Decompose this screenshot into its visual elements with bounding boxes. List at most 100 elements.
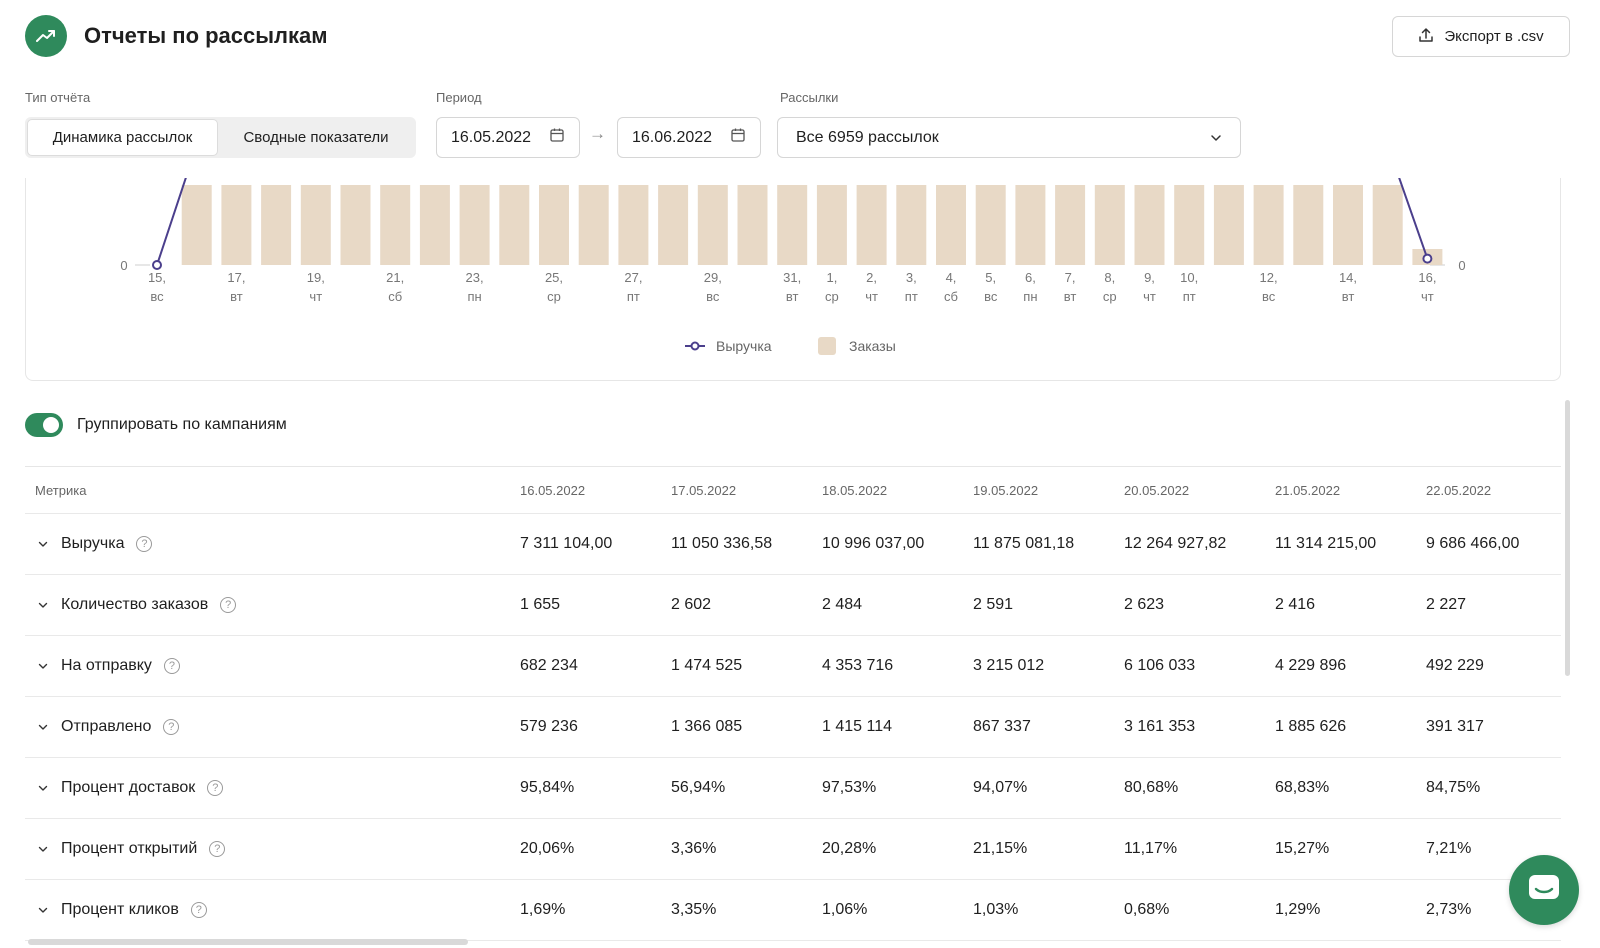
order-bar (419, 185, 450, 265)
x-tick-weekday-label: пн (1023, 289, 1037, 304)
value-cell: 1,06% (822, 901, 868, 918)
chevron-down-icon[interactable] (35, 541, 51, 548)
tab-dynamics[interactable]: Динамика рассылок (27, 119, 218, 156)
x-tick-day-label: 9, (1144, 270, 1155, 285)
x-tick-day-label: 12, (1260, 270, 1278, 285)
metric-name: Отправлено (61, 718, 152, 735)
table-row[interactable]: Выручка? 7 311 104,00 11 050 336,58 10 996 … (25, 514, 1561, 575)
date-to-input[interactable]: 16.06.2022 (617, 117, 761, 158)
x-tick-weekday-label: ср (547, 289, 561, 304)
value-cell: 2 227 (1426, 596, 1467, 613)
order-bar (181, 185, 212, 265)
help-icon[interactable]: ? (190, 902, 207, 918)
order-bar (697, 185, 728, 265)
tab-summary[interactable]: Сводные показатели (243, 129, 389, 146)
value-cell: 15,27% (1275, 840, 1330, 857)
arrow-right-icon: → (589, 124, 606, 143)
date-column-header: 21.05.2022 (1275, 482, 1341, 498)
trend-up-icon (25, 15, 67, 57)
chat-button[interactable] (1509, 855, 1579, 925)
table-row[interactable]: Процент открытий? 20,06% 3,36% 20,28% 21,15%… (25, 819, 1561, 880)
export-label: Экспорт в .csv (1444, 28, 1544, 45)
value-cell: 3,36% (671, 840, 717, 857)
chevron-down-icon[interactable] (35, 785, 51, 792)
order-bar (618, 185, 649, 265)
table-row[interactable]: Процент доставок? 95,84% 56,94% 97,53% 94,07… (25, 758, 1561, 819)
order-bar (1372, 185, 1403, 265)
vertical-scrollbar[interactable] (1565, 400, 1570, 676)
value-cell: 95,84% (520, 779, 575, 796)
value-cell: 1 885 626 (1275, 718, 1347, 735)
value-cell: 3 161 353 (1124, 718, 1196, 735)
value-cell: 1 474 525 (671, 657, 743, 674)
date-from-value: 16.05.2022 (451, 128, 532, 146)
page-header: Отчеты по рассылкам (25, 14, 328, 58)
help-icon[interactable]: ? (163, 658, 180, 674)
x-tick-day-label: 4, (946, 270, 957, 285)
date-column-header: 19.05.2022 (973, 482, 1039, 498)
chevron-down-icon[interactable] (35, 663, 51, 670)
value-cell: 4 229 896 (1275, 657, 1347, 674)
table-row[interactable]: Процент кликов? 1,69% 3,35% 1,06% 1,03% 0,68%… (25, 880, 1561, 941)
x-tick-weekday-label: пт (905, 289, 918, 304)
x-tick-day-label: 15, (148, 270, 166, 285)
order-bar (1015, 185, 1046, 265)
horizontal-scrollbar[interactable] (28, 939, 468, 945)
value-cell: 7 311 104,00 (520, 535, 613, 552)
x-tick-day-label: 3, (906, 270, 917, 285)
value-cell: 682 234 (520, 657, 578, 674)
x-tick-day-label: 2, (866, 270, 877, 285)
group-by-campaign-row: Группировать по кампаниям (25, 413, 287, 437)
x-tick-day-label: 10, (1180, 270, 1198, 285)
mailings-select[interactable]: Все 6959 рассылок (777, 117, 1241, 158)
chevron-down-icon[interactable] (35, 846, 51, 853)
value-cell: 1,29% (1275, 901, 1321, 918)
value-cell: 84,75% (1426, 779, 1481, 796)
help-icon[interactable]: ? (220, 597, 237, 613)
chevron-down-icon[interactable] (35, 724, 51, 731)
x-tick-weekday-label: сб (944, 289, 958, 304)
order-bar (975, 185, 1006, 265)
date-column-header: 17.05.2022 (671, 482, 737, 498)
table-row[interactable]: На отправку? 682 234 1 474 525 4 353 716 3 2… (25, 636, 1561, 697)
x-tick-day-label: 5, (985, 270, 996, 285)
group-by-campaign-label: Группировать по кампаниям (77, 416, 287, 433)
x-tick-day-label: 21, (386, 270, 404, 285)
help-icon[interactable]: ? (136, 536, 153, 552)
value-cell: 7,21% (1426, 840, 1472, 857)
chevron-down-icon (1210, 129, 1222, 147)
value-cell: 11 314 215,00 (1275, 535, 1377, 552)
chat-icon (1527, 873, 1561, 908)
table-row[interactable]: Отправлено? 579 236 1 366 085 1 415 114 867 … (25, 697, 1561, 758)
date-from-input[interactable]: 16.05.2022 (436, 117, 580, 158)
chevron-down-icon[interactable] (35, 602, 51, 609)
help-icon[interactable]: ? (163, 719, 180, 735)
order-bar (1055, 185, 1086, 265)
value-cell: 56,94% (671, 779, 726, 796)
order-bar (737, 185, 768, 265)
period-label: Период (436, 90, 482, 105)
help-icon[interactable]: ? (207, 780, 224, 796)
order-bar (539, 185, 569, 265)
value-cell: 20,06% (520, 840, 575, 857)
chevron-down-icon[interactable] (35, 907, 51, 914)
x-tick-day-label: 29, (704, 270, 722, 285)
calendar-icon (549, 127, 565, 148)
group-by-campaign-toggle[interactable] (25, 413, 63, 437)
table-row[interactable]: Количество заказов? 1 655 2 602 2 484 2 591 2… (25, 575, 1561, 636)
value-cell: 80,68% (1124, 779, 1179, 796)
metric-column-header: Метрика (35, 482, 87, 498)
help-icon[interactable]: ? (209, 841, 226, 857)
export-csv-button[interactable]: Экспорт в .csv (1392, 16, 1570, 57)
value-cell: 0,68% (1124, 901, 1170, 918)
x-tick-weekday-label: пт (1183, 289, 1196, 304)
x-tick-weekday-label: чт (1421, 289, 1434, 304)
x-tick-day-label: 19, (307, 270, 325, 285)
order-bar (777, 185, 808, 265)
metric-cell: Процент кликов? (35, 880, 207, 940)
legend-revenue-label: Выручка (716, 338, 772, 354)
value-cell: 391 317 (1426, 718, 1484, 735)
order-bar (261, 185, 292, 265)
date-column-header: 20.05.2022 (1124, 482, 1190, 498)
value-cell: 2 602 (671, 596, 712, 613)
